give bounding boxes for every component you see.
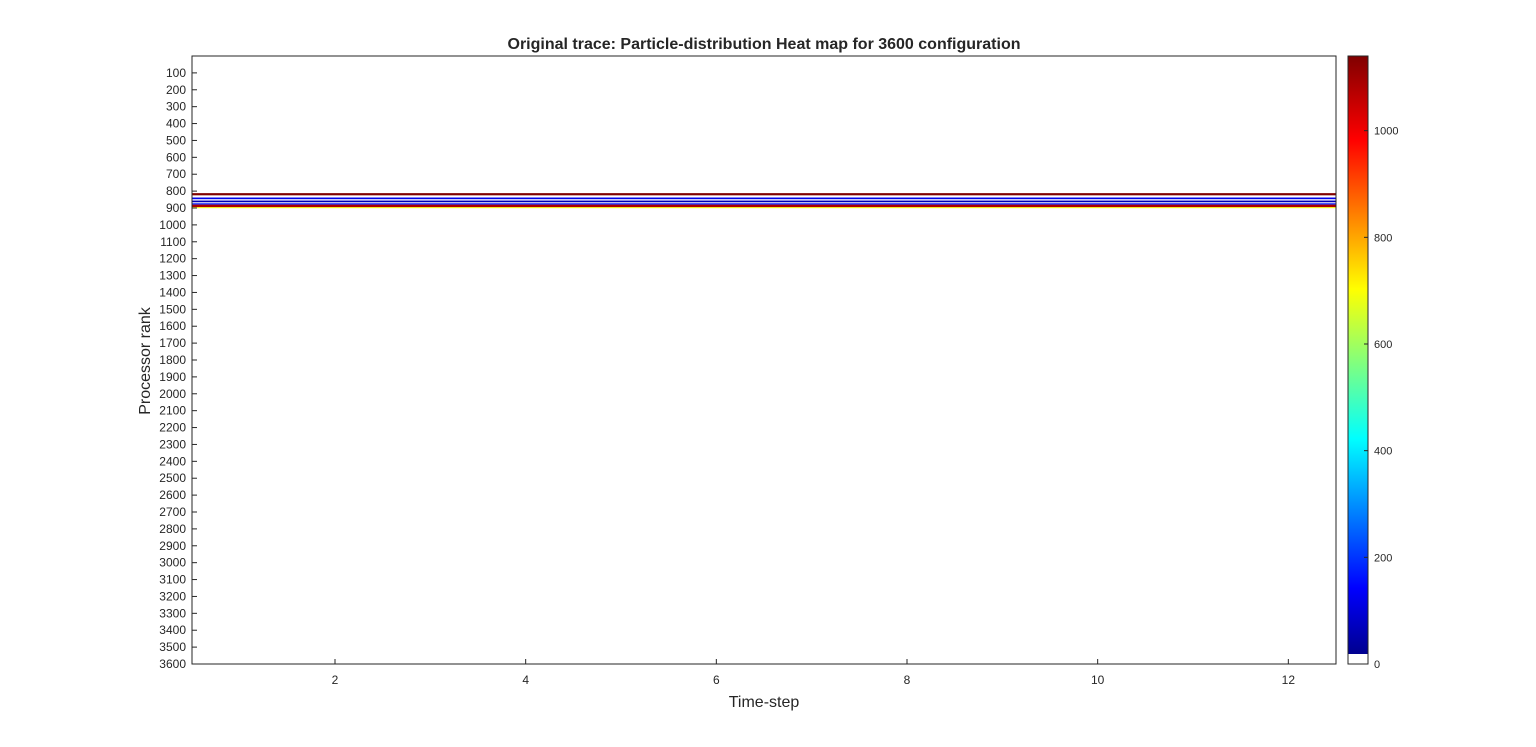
colorbar-tick-label: 600 — [1374, 339, 1392, 351]
y-tick-label: 3400 — [159, 623, 186, 637]
heatmap-band-5 — [192, 207, 1336, 209]
y-tick-label: 2300 — [159, 437, 186, 451]
y-tick-label: 1900 — [159, 370, 186, 384]
y-tick-label: 300 — [166, 100, 186, 114]
x-tick-label: 12 — [1282, 673, 1296, 687]
y-tick-label: 2700 — [159, 505, 186, 519]
x-axis-label: Time-step — [729, 694, 800, 711]
colorbar-tick-label: 800 — [1374, 232, 1392, 244]
x-tick-label: 6 — [713, 673, 720, 687]
y-tick-label: 3500 — [159, 640, 186, 654]
y-tick-label: 1000 — [159, 218, 186, 232]
y-tick-label: 900 — [166, 201, 186, 215]
y-tick-label: 3600 — [159, 657, 186, 671]
y-tick-label: 1200 — [159, 252, 186, 266]
y-tick-label: 400 — [166, 117, 186, 131]
y-tick-label: 1600 — [159, 319, 186, 333]
heatmap-band-1 — [192, 197, 1336, 200]
y-tick-label: 1400 — [159, 285, 186, 299]
chart-title: Original trace: Particle-distribution He… — [508, 36, 1021, 53]
colorbar-tick-label: 400 — [1374, 446, 1392, 458]
y-tick-label: 2400 — [159, 454, 186, 468]
y-tick-label: 3100 — [159, 573, 186, 587]
colorbar-tick-label: 0 — [1374, 659, 1380, 671]
x-tick-label: 2 — [332, 673, 339, 687]
heatmap-band-4 — [192, 204, 1336, 208]
y-axis-ticks: 100 200 300 400 500 600 700 800 900 1000 1100 1200 1… — [159, 66, 197, 671]
y-tick-label: 1700 — [159, 336, 186, 350]
plot-area — [192, 56, 1336, 664]
y-tick-label: 2000 — [159, 387, 186, 401]
y-tick-label: 3000 — [159, 556, 186, 570]
colorbar-zero-swatch — [1348, 654, 1368, 664]
y-tick-label: 3300 — [159, 606, 186, 620]
x-axis-ticks: 2 4 6 8 10 12 — [332, 659, 1296, 687]
x-tick-label: 10 — [1091, 673, 1105, 687]
y-tick-label: 1500 — [159, 302, 186, 316]
y-tick-label: 3200 — [159, 589, 186, 603]
colorbar-frame — [1347, 55, 1369, 665]
heatmap-band-3 — [192, 203, 1336, 205]
y-tick-label: 100 — [166, 66, 186, 80]
colorbar-tick-label: 200 — [1374, 552, 1392, 564]
heatmap-band-2 — [192, 200, 1336, 203]
x-tick-label: 4 — [522, 673, 529, 687]
colorbar-gradient — [1348, 56, 1368, 654]
heatmap-bands — [192, 193, 1336, 209]
y-tick-label: 700 — [166, 167, 186, 181]
y-tick-label: 500 — [166, 133, 186, 147]
y-tick-label: 2600 — [159, 488, 186, 502]
y-tick-label: 800 — [166, 184, 186, 198]
colorbar-ticks: 0 200 400 600 800 1000 — [1364, 126, 1398, 671]
y-axis-label: Processor rank — [137, 306, 154, 415]
heatmap-band-0 — [192, 193, 1336, 196]
y-tick-label: 200 — [166, 83, 186, 97]
y-tick-label: 2100 — [159, 404, 186, 418]
y-tick-label: 1100 — [160, 235, 186, 249]
colorbar-tick-label: 1000 — [1374, 126, 1398, 138]
colorbar: 0 200 400 600 800 1000 — [1347, 55, 1398, 671]
y-tick-label: 600 — [166, 150, 186, 164]
y-tick-label: 1800 — [159, 353, 186, 367]
y-tick-label: 2900 — [159, 539, 186, 553]
y-tick-label: 2200 — [159, 421, 186, 435]
y-tick-label: 2500 — [159, 471, 186, 485]
y-tick-label: 2800 — [159, 522, 186, 536]
y-tick-label: 1300 — [159, 269, 186, 283]
x-tick-label: 8 — [904, 673, 911, 687]
